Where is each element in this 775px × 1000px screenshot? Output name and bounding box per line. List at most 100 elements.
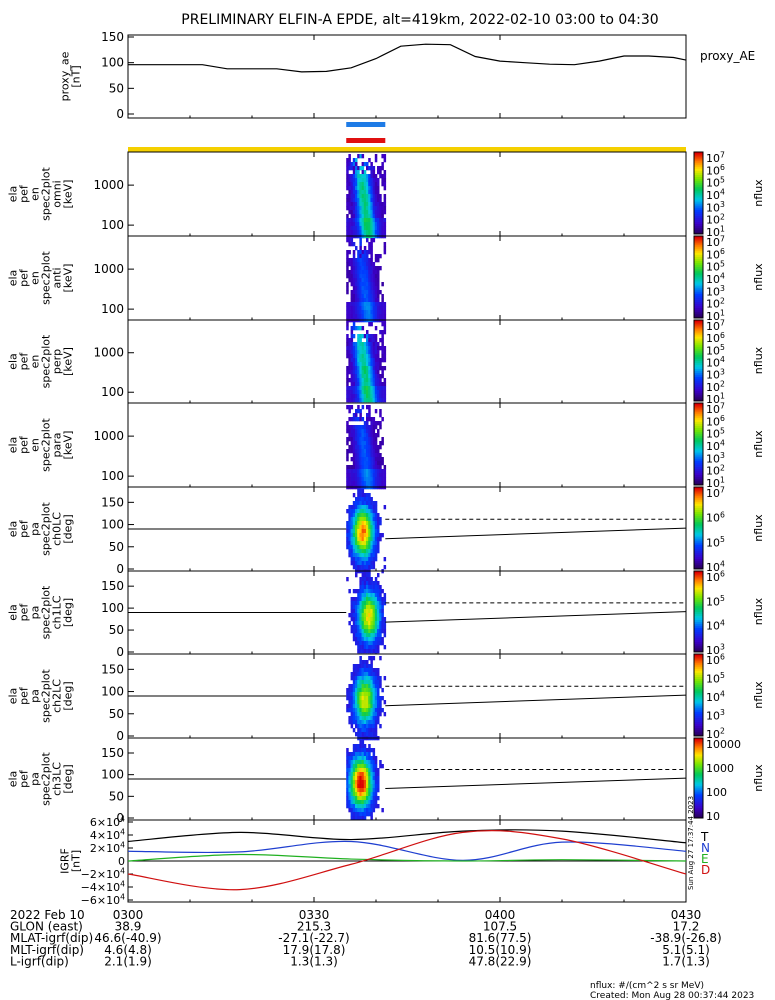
spectrogram-pixel <box>372 282 376 287</box>
spectrogram-pixel <box>377 581 380 586</box>
spectrogram-pixel <box>366 561 369 566</box>
spectrogram-pixel <box>359 310 362 315</box>
spectrogram-pixel <box>377 310 380 315</box>
spectrogram-pixel <box>372 545 376 550</box>
spectrogram-pixel <box>350 676 354 681</box>
spectrogram-pixel <box>352 505 356 510</box>
colorbar-segment <box>694 199 703 202</box>
spectrogram-pixel <box>363 198 367 203</box>
spectrogram-pixel <box>350 306 354 311</box>
spectrogram-pixel <box>363 772 367 777</box>
colorbar-segment <box>694 326 703 329</box>
colorbar-segment <box>694 458 703 461</box>
spectrogram-pixel <box>381 601 384 606</box>
spectrogram-pixel <box>346 250 349 255</box>
spectrogram-pixel <box>381 162 384 167</box>
spectrogram-pixel <box>355 637 358 642</box>
spectrogram-pixel <box>383 250 387 255</box>
colorbar-segment <box>694 680 703 684</box>
spectrogram-pixel <box>374 290 378 295</box>
spectrogram-pixel <box>352 676 356 681</box>
spectrogram-pixel <box>366 768 369 773</box>
spectrogram-pixel <box>377 573 380 578</box>
spectrogram-pixel <box>352 565 356 570</box>
colorbar-segment <box>694 645 703 649</box>
spectrogram-pixel <box>366 298 369 303</box>
spectrogram-pixel <box>346 457 349 462</box>
spectrogram-pixel <box>355 481 358 486</box>
spectrogram-pixel <box>368 748 371 753</box>
spectrogram-pixel <box>374 421 378 426</box>
spectrogram-pixel <box>361 354 365 359</box>
spectrogram-pixel <box>355 816 358 821</box>
spectrogram-pixel <box>361 382 365 387</box>
spectrogram-pixel <box>368 473 371 478</box>
y-tick-label: 150 <box>101 495 124 509</box>
spectrogram-pixel <box>361 744 365 749</box>
spectrogram-pixel <box>346 577 349 582</box>
spectrogram-pixel <box>361 398 365 403</box>
colorbar-segment <box>694 538 703 541</box>
spectrogram-pixel <box>352 812 356 817</box>
spectrogram-pixel <box>370 565 373 570</box>
footer-cell: 46.6(-40.9) <box>94 931 161 945</box>
spectrogram-pixel <box>357 561 360 566</box>
spectrogram-pixel <box>352 210 356 215</box>
spectrogram-pixel <box>355 641 358 646</box>
colorbar-segment <box>694 552 703 556</box>
spectrogram-pixel <box>381 394 384 399</box>
igrf-line-D <box>127 830 687 891</box>
spectrogram-pixel <box>363 549 367 554</box>
spectrogram-pixel <box>377 788 380 793</box>
spectrogram-pixel <box>368 250 371 255</box>
spectrogram-pixel <box>368 190 371 195</box>
colorbar-segment <box>694 711 703 714</box>
spectrogram-pixel <box>372 481 376 486</box>
spectrogram-pixel <box>374 178 378 183</box>
spectrogram-pixel <box>368 266 371 271</box>
spectrogram-pixel <box>355 808 358 813</box>
footer-cell: 1.7(1.3) <box>662 954 710 968</box>
colorbar-segment <box>694 523 703 527</box>
colorbar-segment <box>694 152 703 155</box>
spectrogram-pixel <box>350 405 354 410</box>
spectrogram-pixel <box>363 716 367 721</box>
spectrogram-pixel <box>348 537 351 542</box>
spectrogram-pixel <box>350 605 354 610</box>
spectrogram-pixel <box>348 708 351 713</box>
omni-energy-pixels <box>346 154 387 239</box>
spectrogram-pixel <box>350 625 354 630</box>
spectrogram-pixel <box>350 390 354 395</box>
spectrogram-pixel <box>368 676 371 681</box>
spectrogram-pixel <box>372 589 376 594</box>
spectrogram-pixel <box>355 282 358 287</box>
spectrogram-pixel <box>357 469 360 474</box>
spectrogram-pixel <box>379 174 382 179</box>
colorbar-segment <box>694 658 703 661</box>
spectrogram-pixel <box>374 577 378 582</box>
spectrogram-pixel <box>374 708 378 713</box>
spectrogram-pixel <box>361 449 365 454</box>
spectrogram-pixel <box>379 394 382 399</box>
spectrogram-pixel <box>370 457 373 462</box>
spectrogram-pixel <box>368 692 371 697</box>
colorbar-segment <box>694 707 703 710</box>
spectrogram-pixel <box>379 310 382 315</box>
spectrogram-pixel <box>374 278 378 283</box>
colorbar-segment <box>694 382 703 386</box>
colorbar-tick-label: 106 <box>706 163 725 177</box>
spectrogram-pixel <box>346 322 349 327</box>
spectrogram-pixel <box>370 170 373 175</box>
colorbar-6 <box>694 571 703 653</box>
spectrogram-pixel <box>370 394 373 399</box>
spectrogram-pixel <box>372 708 376 713</box>
spectrogram-pixel <box>370 174 373 179</box>
spectrogram-pixel <box>363 649 367 654</box>
spectrogram-pixel <box>368 764 371 769</box>
spectrogram-pixel <box>368 453 371 458</box>
spectrogram-pixel <box>357 230 360 235</box>
spectrogram-pixel <box>366 501 369 506</box>
spectrogram-pixel <box>355 533 358 538</box>
spectrogram-pixel <box>372 517 376 522</box>
igrf-legend-T: T <box>700 830 709 844</box>
